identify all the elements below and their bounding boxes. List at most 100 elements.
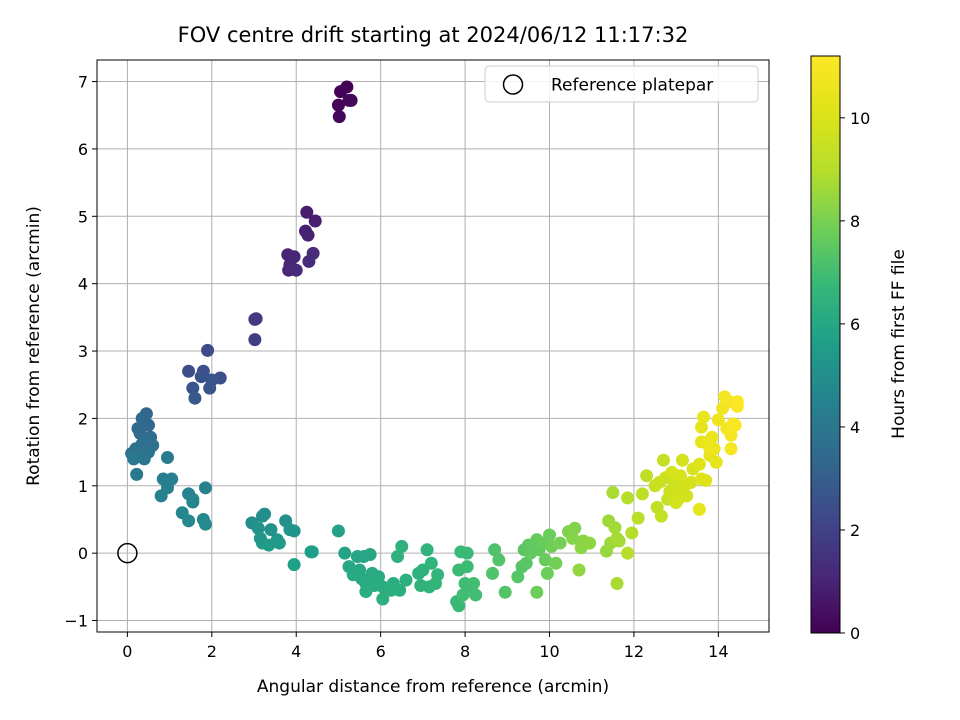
data-point [692, 502, 706, 516]
data-point [572, 563, 586, 577]
x-tick-label: 8 [460, 642, 470, 661]
data-point [724, 442, 738, 456]
data-point [342, 93, 356, 107]
colorbar-tick-label: 6 [850, 315, 860, 334]
x-tick-label: 6 [376, 642, 386, 661]
data-point [621, 546, 635, 560]
data-point [663, 484, 677, 498]
colorbar-tick-label: 10 [850, 109, 870, 128]
data-point [331, 524, 345, 538]
data-point [424, 556, 438, 570]
data-point [486, 566, 500, 580]
data-point [359, 585, 373, 599]
data-point [308, 214, 322, 228]
data-point [130, 467, 144, 481]
x-tick-label: 0 [122, 642, 132, 661]
y-tick-label: 6 [78, 140, 88, 159]
data-point [656, 453, 670, 467]
data-point [186, 381, 200, 395]
data-point [460, 560, 474, 574]
data-point [538, 553, 552, 567]
data-point [160, 451, 174, 465]
data-point [635, 487, 649, 501]
data-point [631, 511, 645, 525]
data-point [287, 558, 301, 572]
legend-label: Reference platepar [551, 76, 713, 96]
data-point [608, 521, 622, 535]
data-point [460, 546, 474, 560]
y-tick-label: 1 [78, 477, 88, 496]
data-point [680, 489, 694, 503]
data-point [709, 455, 723, 469]
data-point [705, 430, 719, 444]
data-point [612, 534, 626, 548]
data-point [272, 536, 286, 550]
data-point [305, 545, 319, 559]
data-point [697, 410, 711, 424]
y-tick-label: −1 [64, 612, 88, 631]
data-point [194, 370, 208, 384]
data-point [540, 566, 554, 580]
y-tick-label: 7 [78, 73, 88, 92]
x-axis-label: Angular distance from reference (arcmin) [257, 677, 609, 697]
data-point [248, 333, 262, 347]
colorbar-tick-label: 8 [850, 212, 860, 231]
data-point [137, 452, 151, 466]
data-point [728, 418, 742, 432]
x-tick-label: 14 [708, 642, 728, 661]
data-point [251, 521, 265, 535]
data-point [488, 543, 502, 557]
data-point [198, 517, 212, 531]
colorbar-tick-label: 0 [850, 624, 860, 643]
y-tick-label: 0 [78, 544, 88, 563]
data-point [198, 481, 212, 495]
data-point [289, 263, 303, 277]
data-point [363, 548, 377, 562]
y-tick-label: 2 [78, 409, 88, 428]
data-point [420, 543, 434, 557]
data-point [376, 592, 390, 606]
y-tick-label: 5 [78, 207, 88, 226]
data-point [694, 420, 708, 434]
data-point [610, 576, 624, 590]
data-point [543, 528, 557, 542]
data-point [606, 486, 620, 500]
legend-marker [502, 74, 524, 95]
data-point [201, 343, 215, 357]
data-point [154, 489, 168, 503]
data-point [287, 524, 301, 538]
data-point [730, 395, 744, 409]
y-tick-label: 3 [78, 342, 88, 361]
colorbar-tick-label: 2 [850, 521, 860, 540]
data-point [467, 576, 481, 590]
data-point [203, 381, 217, 395]
data-point [530, 585, 544, 599]
colorbar-ticks: 0 2 4 6 8 10 [840, 109, 870, 643]
legend-box [484, 65, 759, 103]
data-point [621, 491, 635, 505]
data-point [673, 469, 687, 483]
data-point [264, 523, 278, 537]
x-tick-label: 2 [207, 642, 217, 661]
data-point [498, 585, 512, 599]
data-point [255, 509, 269, 523]
data-point [399, 573, 413, 587]
data-point [707, 442, 721, 456]
colorbar [810, 55, 841, 634]
chart-title: FOV centre drift starting at 2024/06/12 … [178, 23, 689, 47]
data-point [302, 254, 316, 268]
data-point [332, 110, 346, 124]
data-point [248, 312, 262, 326]
data-point [300, 205, 314, 219]
data-point [654, 509, 668, 523]
y-tick-label: 4 [78, 275, 88, 294]
data-point [141, 418, 155, 432]
colorbar-tick-label: 4 [850, 418, 860, 437]
data-points [117, 80, 744, 613]
x-tick-label: 4 [291, 642, 301, 661]
data-point [127, 452, 141, 466]
data-point [724, 428, 738, 442]
data-point [188, 391, 202, 405]
